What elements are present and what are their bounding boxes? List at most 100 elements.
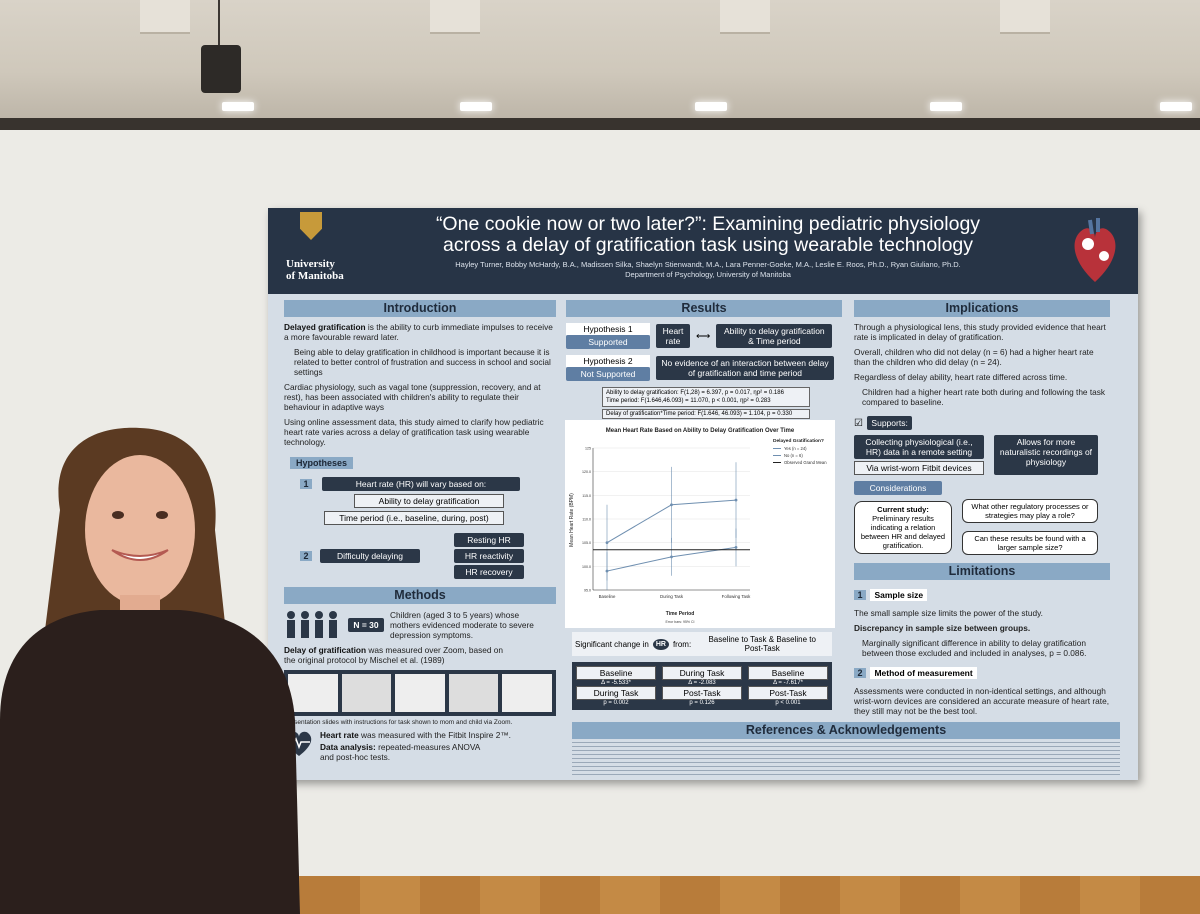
hypothesis-2-text: Difficulty delaying <box>320 549 420 563</box>
logo-line-1: University <box>286 258 335 270</box>
methods-heading: Methods <box>284 587 556 604</box>
sweater <box>0 610 300 914</box>
sample-size-badge: N = 30 <box>348 618 384 632</box>
sig-from: from: <box>672 639 692 649</box>
hypothesis-2-label-group: Hypothesis 2 Not Supported <box>566 355 650 381</box>
results-heading: Results <box>566 300 842 317</box>
hr-text: Heart rate was measured with the Fitbit … <box>320 730 511 740</box>
stats-box: Ability to delay gratification: F(1,28) … <box>602 387 810 407</box>
intro-p3: Using online assessment data, this study… <box>284 417 544 447</box>
result-hyp1-label: Hypothesis 1 <box>566 323 650 335</box>
slide-thumbnail <box>395 674 445 712</box>
c1-top: Baseline <box>576 666 656 680</box>
hr-row: Heart rate was measured with the Fitbit … <box>284 730 556 762</box>
chart-plot-area: 125 120.0 115.0 110.0 105.0 100.0 95.0 Baseline… <box>582 446 827 599</box>
result-hyp2-text: No evidence of an interaction between de… <box>656 356 834 380</box>
hypothesis-2: 2 Difficulty delaying Resting HR HR reac… <box>284 533 556 579</box>
comparison-3: Baseline Δ = -7.617* Post-Task p < 0.001 <box>748 666 828 706</box>
data-point <box>734 546 738 549</box>
department-line: Department of Psychology, University of … <box>625 270 791 279</box>
ceiling-light <box>222 102 254 111</box>
analysis-rest: repeated-measures ANOVA and post-hoc tes… <box>320 742 480 762</box>
research-poster: University of Manitoba “One cookie now o… <box>268 208 1138 780</box>
sig-text: Significant change in <box>575 639 649 649</box>
chart-y-label: Mean Heart Rate (BPM) <box>569 493 575 547</box>
implications-p3: Regardless of delay ability, heart rate … <box>854 372 1068 382</box>
hypothesis-2c: HR recovery <box>454 565 524 579</box>
hypothesis-2-outcomes: Resting HR HR reactivity HR recovery <box>454 533 524 579</box>
hypothesis-2-number: 2 <box>300 551 312 561</box>
current-study-label: Current study: <box>877 504 929 514</box>
y-tick-label: 125 <box>585 447 591 451</box>
checkbox-icon: ☑ <box>854 418 863 429</box>
hypotheses-block: Hypotheses 1 Heart rate (HR) will vary b… <box>284 453 556 579</box>
c1-delta: Δ = -5.533* <box>601 680 631 686</box>
limitation-1: 1 Sample size <box>854 585 1110 603</box>
stat-1: Ability to delay gratification: F(1,28) … <box>606 390 784 396</box>
x-tick-label: Baseline <box>599 594 616 599</box>
c2-p: p = 0.126 <box>689 700 715 706</box>
current-study-box: Current study: Preliminary results indic… <box>854 500 952 554</box>
people-icon <box>287 611 337 638</box>
y-tick-label: 100.0 <box>582 565 591 569</box>
speaker-wire <box>218 0 220 45</box>
limitation-2-text: Assessments were conducted in non-identi… <box>854 686 1110 716</box>
sig-comparisons: Baseline to Task & Baseline to Post-Task <box>708 635 816 653</box>
support-remote: Collecting physiological (i.e., HR) data… <box>854 435 984 459</box>
supports-block: ☑ Supports: Collecting physiological (i.… <box>854 413 1110 475</box>
y-tick-label: 120.0 <box>582 470 591 474</box>
participants-text: Children (aged 3 to 5 years) whose mothe… <box>390 610 534 640</box>
references-text-lines <box>572 739 1120 775</box>
sig-hr-heart: HR <box>652 638 669 650</box>
limitation-1-sub: Discrepancy in sample size between group… <box>854 623 1031 633</box>
result-hyp1-hr: Heart rate <box>656 324 690 348</box>
poster-title: “One cookie now or two later?”: Examinin… <box>388 214 1028 256</box>
x-tick-label: Following Task <box>722 594 752 599</box>
university-logo: University of Manitoba <box>286 212 366 290</box>
implications-bullet: Children had a higher heart rate both du… <box>862 387 1106 407</box>
c2-bottom: Post-Task <box>662 686 742 700</box>
c3-p: p < 0.001 <box>775 700 801 706</box>
limitations-heading: Limitations <box>854 563 1110 580</box>
legend-entry: No (n = 6) <box>784 453 803 458</box>
support-remote-group: Collecting physiological (i.e., HR) data… <box>854 435 984 475</box>
ceiling-beam <box>1000 0 1050 34</box>
c2-delta: Δ = -2.083 <box>688 680 716 686</box>
supports-row: Collecting physiological (i.e., HR) data… <box>854 435 1110 475</box>
heart-rate-chart: Mean Heart Rate Based on Ability to Dela… <box>565 420 835 628</box>
ceiling <box>0 0 1200 120</box>
result-hyp1-status: Supported <box>566 335 650 349</box>
ceiling-light <box>1160 102 1192 111</box>
slide-thumbnail <box>502 674 552 712</box>
intro-heading: Introduction <box>284 300 556 317</box>
slide-thumbnail <box>288 674 338 712</box>
limitation-2-number: 2 <box>854 668 866 678</box>
limitation-2: 2 Method of measurement <box>854 663 1110 681</box>
considerations-row: Current study: Preliminary results indic… <box>854 499 1110 555</box>
data-point <box>734 498 738 502</box>
ceiling-beam <box>430 0 480 34</box>
question-2: Can these results be found with a larger… <box>962 531 1098 555</box>
hypothesis-2a: Resting HR <box>454 533 524 547</box>
result-hyp1-factors: Ability to delay gratification & Time pe… <box>716 324 833 348</box>
legend-entry: Yes (n = 24) <box>784 446 807 451</box>
logo-text: University of Manitoba <box>286 258 366 282</box>
c3-top: Baseline <box>748 666 828 680</box>
hypothesis-1-result: Hypothesis 1 Supported Heart rate ⟷ Abil… <box>566 323 842 349</box>
question-1: What other regulatory processes or strat… <box>962 499 1098 523</box>
hr-bold: Heart rate <box>320 730 359 740</box>
slides-caption: Presentation slides with instructions fo… <box>284 719 513 726</box>
dog-text: Delay of gratification was measured over… <box>284 645 504 665</box>
dog-bold: Delay of gratification <box>284 645 367 655</box>
limitation-1-number: 1 <box>854 590 866 600</box>
comparison-1: Baseline Δ = -5.533* During Task p = 0.0… <box>576 666 656 706</box>
eye <box>156 511 168 519</box>
ceiling-speaker <box>201 45 241 93</box>
legend-entry: Observed Grand Mean <box>784 460 827 465</box>
intro-p1-text: is the ability to curb immediate impulse… <box>284 322 553 342</box>
hypotheses-label: Hypotheses <box>290 457 354 469</box>
hypothesis-1b: Time period (i.e., baseline, during, pos… <box>324 511 504 525</box>
poster-header: University of Manitoba “One cookie now o… <box>268 208 1138 294</box>
ceiling-light <box>460 102 492 111</box>
ceiling-light <box>695 102 727 111</box>
